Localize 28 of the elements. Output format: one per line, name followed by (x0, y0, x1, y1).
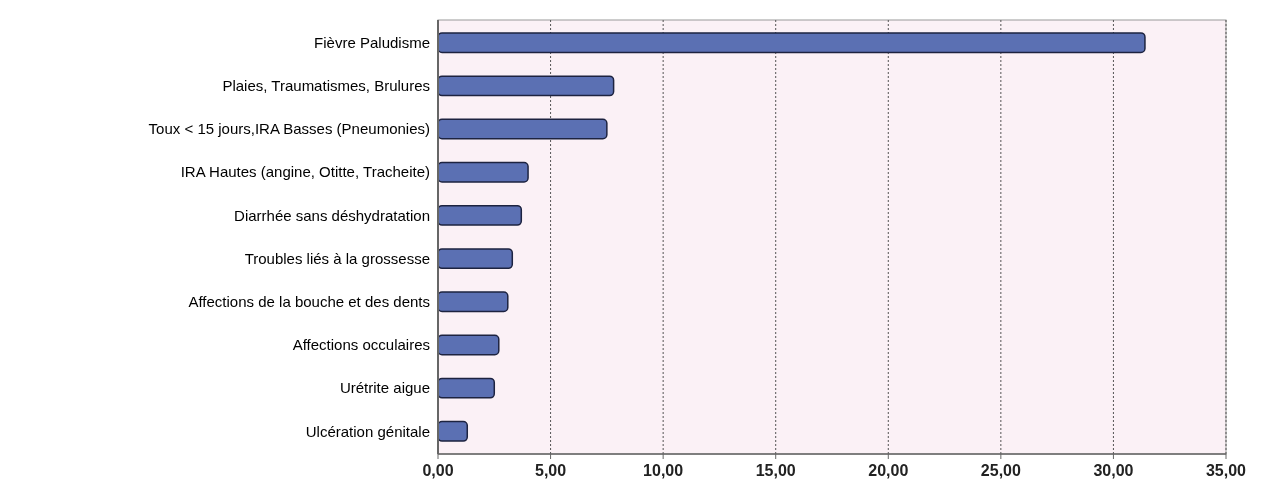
y-tick-label: Urétrite aigue (339, 379, 430, 397)
x-tick-label: 20,00 (868, 462, 909, 479)
bar (437, 420, 469, 442)
y-tick-label: Ulcération génitale (305, 422, 430, 440)
y-tick-label: Affections occulaires (292, 336, 430, 354)
bar (437, 334, 500, 356)
y-tick-label: Plaies, Traumatismes, Brulures (222, 77, 430, 95)
x-tick-label: 0,00 (422, 462, 454, 479)
y-tick-label: Diarrhée sans déshydratation (234, 206, 430, 224)
x-tick-label: 5,00 (535, 462, 567, 479)
bar (437, 204, 523, 226)
y-tick-label: Toux < 15 jours,IRA Basses (Pneumonies) (148, 120, 430, 138)
bar (437, 291, 509, 313)
y-tick-label: Troubles liés à la grossesse (244, 249, 430, 267)
y-tick-label: Affections de la bouche et des dents (188, 293, 430, 311)
x-tick-label: 15,00 (755, 462, 796, 479)
bar (437, 161, 529, 183)
bar (437, 75, 615, 97)
y-tick-label: Fièvre Paludisme (314, 33, 430, 51)
x-tick-label: 10,00 (643, 462, 684, 479)
bar (437, 32, 1146, 54)
bar (437, 118, 608, 140)
x-tick-label: 25,00 (980, 462, 1021, 479)
bar (437, 377, 496, 399)
x-tick-label: 35,00 (1205, 462, 1247, 479)
bar (437, 248, 514, 270)
y-tick-label: IRA Hautes (angine, Otitte, Tracheite) (180, 163, 430, 181)
x-tick-label: 30,00 (1093, 462, 1134, 479)
